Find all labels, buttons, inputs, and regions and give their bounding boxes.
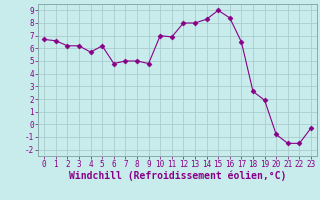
X-axis label: Windchill (Refroidissement éolien,°C): Windchill (Refroidissement éolien,°C) [69,171,286,181]
